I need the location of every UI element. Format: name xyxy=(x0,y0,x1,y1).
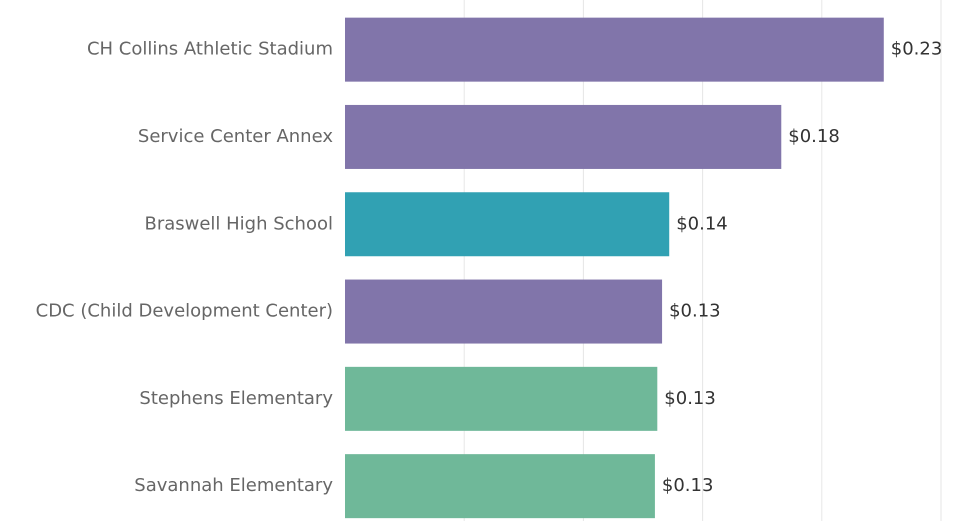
bar-4[interactable] xyxy=(345,366,658,431)
value-labels: $0.23 $0.18 $0.14 $0.13 $0.13 $0.13 xyxy=(662,39,943,496)
value-label-2: $0.14 xyxy=(676,213,728,234)
bar-1[interactable] xyxy=(345,104,782,169)
bar-2[interactable] xyxy=(345,192,670,257)
bar-5[interactable] xyxy=(345,454,655,519)
value-label-3: $0.13 xyxy=(669,301,721,322)
category-label-0: CH Collins Athletic Stadium xyxy=(87,39,333,60)
gridlines xyxy=(463,0,942,521)
category-label-4: Stephens Elementary xyxy=(139,388,333,409)
category-label-2: Braswell High School xyxy=(144,213,333,234)
bar-0[interactable] xyxy=(345,17,884,82)
value-label-1: $0.18 xyxy=(788,126,840,147)
value-label-4: $0.13 xyxy=(664,388,716,409)
category-label-5: Savannah Elementary xyxy=(134,475,333,496)
value-label-5: $0.13 xyxy=(662,475,714,496)
category-label-1: Service Center Annex xyxy=(138,126,333,147)
bar-3[interactable] xyxy=(345,279,663,344)
value-label-0: $0.23 xyxy=(891,39,943,60)
bars xyxy=(345,17,884,519)
category-labels: CH Collins Athletic Stadium Service Cente… xyxy=(36,39,334,496)
category-label-3: CDC (Child Development Center) xyxy=(36,301,333,322)
